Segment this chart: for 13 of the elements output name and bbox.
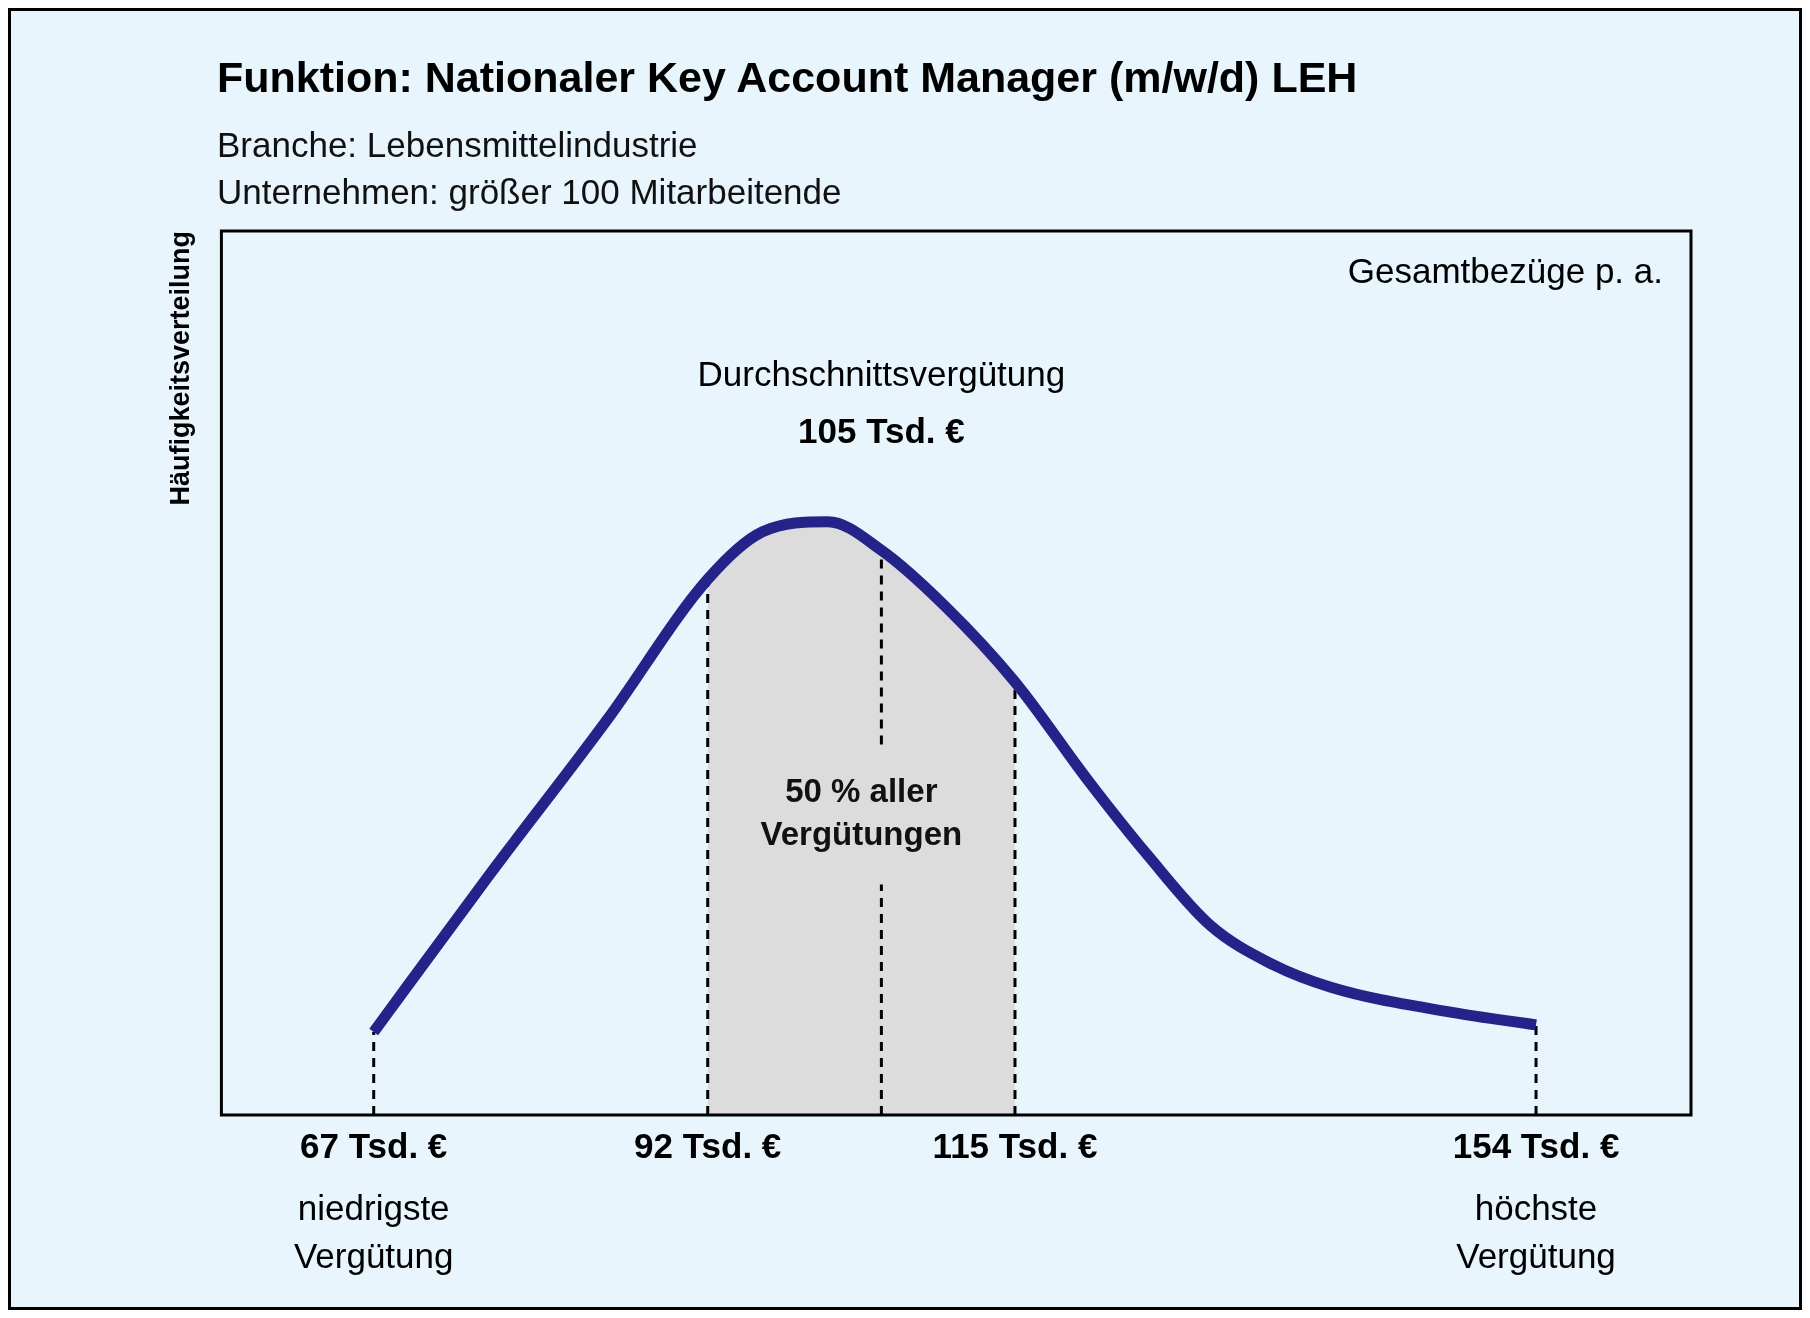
text: höchste Vergütung [1456, 1187, 1616, 1275]
band-label: 50 % aller Vergütungen [760, 772, 963, 853]
text: Durchschnittsvergütung [697, 353, 1066, 393]
x-tick-label: 92 Tsd. € [634, 1125, 782, 1165]
chart-subtitle: Branche: Lebensmittelindustrie Unternehmen: größer 100 Mitarbeitende [217, 124, 842, 213]
x-tick-label: 115 Tsd. € [932, 1125, 1098, 1165]
text: Gesamtbezüge p. a. [1347, 250, 1663, 290]
text: niedrigste Vergütung [293, 1187, 454, 1275]
ref-line-label: 105 Tsd. € [798, 410, 965, 450]
chart-title: Funktion: Nationaler Key Account Manager (m/w/d) LEH [217, 53, 1358, 102]
x-tick-label: 154 Tsd. € [1452, 1125, 1620, 1165]
x-tick-label: 67 Tsd. € [300, 1125, 448, 1165]
y-axis-title: Häufigkeitsverteilung [164, 231, 195, 506]
